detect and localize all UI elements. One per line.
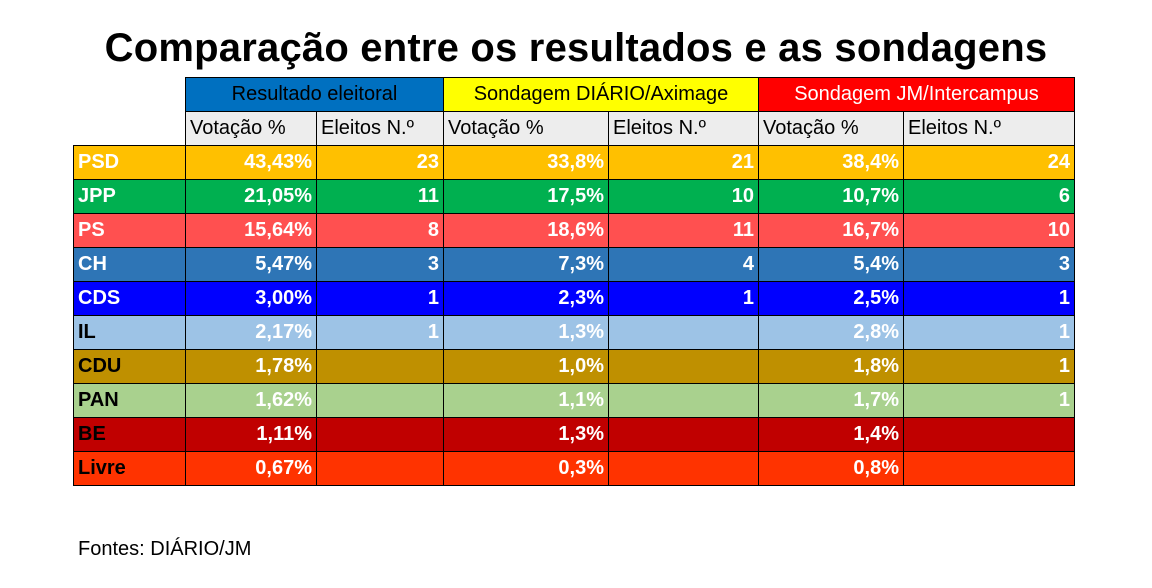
jm-vote-pct: 16,7% <box>758 213 904 248</box>
subheader-elected: Eleitos N.º <box>903 111 1075 146</box>
result-vote-pct: 3,00% <box>185 281 317 316</box>
subheader-vote-pct: Votação % <box>185 111 317 146</box>
result-elected: 1 <box>316 315 444 350</box>
result-vote-pct: 1,62% <box>185 383 317 418</box>
diario-vote-pct: 0,3% <box>443 451 609 486</box>
party-name: CDU <box>73 349 186 384</box>
jm-vote-pct: 1,4% <box>758 417 904 452</box>
diario-vote-pct: 1,0% <box>443 349 609 384</box>
jm-vote-pct: 0,8% <box>758 451 904 486</box>
diario-vote-pct: 17,5% <box>443 179 609 214</box>
party-name: CH <box>73 247 186 282</box>
subheader-elected: Eleitos N.º <box>316 111 444 146</box>
party-row-livre: Livre 0,67% 0,3% 0,8% <box>73 451 1075 486</box>
result-elected: 3 <box>316 247 444 282</box>
jm-elected <box>903 451 1075 486</box>
result-elected <box>316 383 444 418</box>
diario-elected: 11 <box>608 213 759 248</box>
jm-elected: 24 <box>903 145 1075 180</box>
result-vote-pct: 2,17% <box>185 315 317 350</box>
jm-vote-pct: 1,8% <box>758 349 904 384</box>
party-name: PAN <box>73 383 186 418</box>
party-row-cds: CDS 3,00% 1 2,3% 1 2,5% 1 <box>73 281 1075 316</box>
jm-vote-pct: 2,8% <box>758 315 904 350</box>
party-name: PSD <box>73 145 186 180</box>
jm-vote-pct: 38,4% <box>758 145 904 180</box>
corner-cell <box>74 112 186 146</box>
result-elected <box>316 349 444 384</box>
party-name: Livre <box>73 451 186 486</box>
diario-elected: 1 <box>608 281 759 316</box>
party-name: BE <box>73 417 186 452</box>
jm-elected: 6 <box>903 179 1075 214</box>
diario-vote-pct: 1,3% <box>443 417 609 452</box>
party-row-psd: PSD 43,43% 23 33,8% 21 38,4% 24 <box>73 145 1075 180</box>
diario-vote-pct: 18,6% <box>443 213 609 248</box>
result-vote-pct: 1,11% <box>185 417 317 452</box>
result-elected: 8 <box>316 213 444 248</box>
group-header-jm-intercampus-poll: Sondagem JM/Intercampus <box>758 77 1075 112</box>
diario-elected <box>608 383 759 418</box>
jm-elected: 3 <box>903 247 1075 282</box>
diario-elected <box>608 315 759 350</box>
jm-elected: 1 <box>903 281 1075 316</box>
corner-cell <box>74 78 186 112</box>
result-vote-pct: 15,64% <box>185 213 317 248</box>
jm-elected <box>903 417 1075 452</box>
party-row-ch: CH 5,47% 3 7,3% 4 5,4% 3 <box>73 247 1075 282</box>
diario-vote-pct: 1,1% <box>443 383 609 418</box>
subheader-vote-pct: Votação % <box>443 111 609 146</box>
page-title: Comparação entre os resultados e as sond… <box>104 26 1048 70</box>
party-name: IL <box>73 315 186 350</box>
party-name: PS <box>73 213 186 248</box>
subheader-vote-pct: Votação % <box>758 111 904 146</box>
result-elected <box>316 451 444 486</box>
subheader-row: Votação % Eleitos N.º Votação % Eleitos … <box>74 111 1075 146</box>
group-header-row: Resultado eleitoral Sondagem DIÁRIO/Axim… <box>74 77 1075 112</box>
result-vote-pct: 5,47% <box>185 247 317 282</box>
result-vote-pct: 21,05% <box>185 179 317 214</box>
party-row-be: BE 1,11% 1,3% 1,4% <box>73 417 1075 452</box>
diario-elected: 10 <box>608 179 759 214</box>
result-elected: 23 <box>316 145 444 180</box>
diario-vote-pct: 33,8% <box>443 145 609 180</box>
jm-vote-pct: 1,7% <box>758 383 904 418</box>
jm-vote-pct: 5,4% <box>758 247 904 282</box>
result-vote-pct: 0,67% <box>185 451 317 486</box>
party-row-cdu: CDU 1,78% 1,0% 1,8% 1 <box>73 349 1075 384</box>
diario-elected: 21 <box>608 145 759 180</box>
jm-elected: 1 <box>903 383 1075 418</box>
diario-vote-pct: 7,3% <box>443 247 609 282</box>
jm-vote-pct: 10,7% <box>758 179 904 214</box>
party-name: CDS <box>73 281 186 316</box>
jm-vote-pct: 2,5% <box>758 281 904 316</box>
diario-elected <box>608 417 759 452</box>
jm-elected: 10 <box>903 213 1075 248</box>
subheader-elected: Eleitos N.º <box>608 111 759 146</box>
diario-elected <box>608 451 759 486</box>
result-elected <box>316 417 444 452</box>
diario-elected <box>608 349 759 384</box>
party-name: JPP <box>73 179 186 214</box>
group-header-diario-aximage-poll: Sondagem DIÁRIO/Aximage <box>443 77 759 112</box>
result-vote-pct: 43,43% <box>185 145 317 180</box>
jm-elected: 1 <box>903 315 1075 350</box>
jm-elected: 1 <box>903 349 1075 384</box>
party-row-il: IL 2,17% 1 1,3% 2,8% 1 <box>73 315 1075 350</box>
diario-elected: 4 <box>608 247 759 282</box>
comparison-table: Resultado eleitoral Sondagem DIÁRIO/Axim… <box>73 77 1075 486</box>
party-row-ps: PS 15,64% 8 18,6% 11 16,7% 10 <box>73 213 1075 248</box>
diario-vote-pct: 1,3% <box>443 315 609 350</box>
group-header-electoral-result: Resultado eleitoral <box>185 77 444 112</box>
sources-note: Fontes: DIÁRIO/JM <box>78 538 252 560</box>
result-vote-pct: 1,78% <box>185 349 317 384</box>
result-elected: 11 <box>316 179 444 214</box>
diario-vote-pct: 2,3% <box>443 281 609 316</box>
party-row-jpp: JPP 21,05% 11 17,5% 10 10,7% 6 <box>73 179 1075 214</box>
party-row-pan: PAN 1,62% 1,1% 1,7% 1 <box>73 383 1075 418</box>
result-elected: 1 <box>316 281 444 316</box>
